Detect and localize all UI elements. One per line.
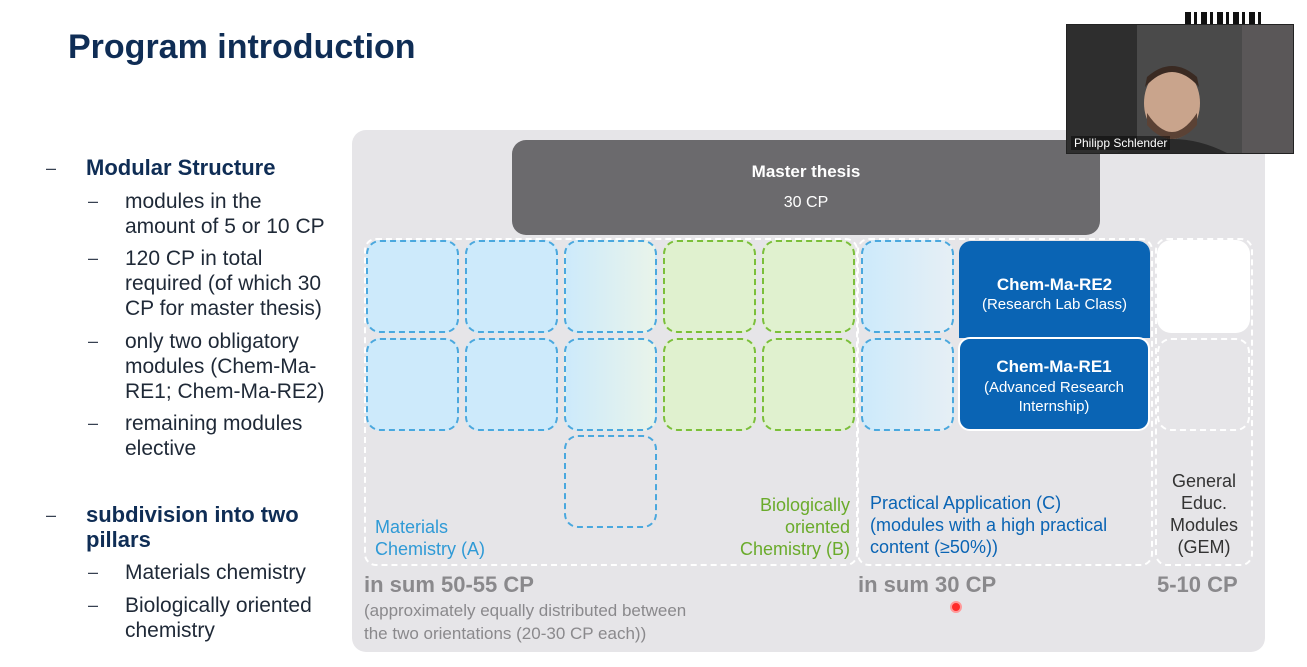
module-tile-empty (564, 435, 657, 528)
group-c-outline (857, 238, 1153, 566)
module-tile-materials (465, 338, 558, 431)
module-tile-materials (366, 240, 459, 333)
qr-code (1185, 12, 1265, 26)
materials-chemistry-label: Materials Chemistry (A) (375, 517, 486, 559)
module-tile-bio (762, 240, 855, 333)
sum-c-cp: in sum 30 CP (858, 572, 997, 597)
participant-video[interactable]: Philipp Schlender (1066, 24, 1294, 154)
bullet-dash: – (88, 191, 99, 211)
bullet-modular-structure: Modular Structure (86, 155, 276, 180)
module-tile-bio (663, 338, 756, 431)
slide-title: Program introduction (68, 28, 416, 66)
bullet-subdivision: subdivision into two pillars (86, 502, 299, 552)
master-thesis-block: Master thesis 30 CP (512, 140, 1100, 235)
bullet-elective-modules: remaining modules elective (125, 412, 303, 460)
gem-label: General Educ. Modules (GEM) (1169, 471, 1239, 557)
module-tile-mixed (564, 240, 657, 333)
pointer-cursor (950, 601, 962, 613)
participant-avatar (1067, 25, 1293, 153)
chem-ma-re1-module: Chem-Ma-RE1 (Advanced Research Internshi… (958, 337, 1150, 431)
bullet-dash: – (46, 505, 57, 525)
module-tile-bio (762, 338, 855, 431)
bullet-dash: – (88, 595, 99, 615)
bullet-dash: – (88, 331, 99, 351)
module-tile-mixed (564, 338, 657, 431)
module-tile-materials (366, 338, 459, 431)
module-tile-gem-empty (1157, 338, 1250, 431)
practical-application-label: Practical Application (C) (modules with … (870, 493, 1108, 557)
group-gem-outline (1155, 238, 1253, 566)
module-tile-practical (861, 240, 954, 333)
distribution-note: (approximately equally distributed betwe… (364, 601, 687, 643)
module-tile-gem (1157, 240, 1250, 333)
bullet-obligatory-modules: only two obligatory modules (Chem-Ma- RE… (125, 330, 325, 403)
module-tile-materials (465, 240, 558, 333)
master-thesis-cp: 30 CP (783, 194, 829, 211)
chem-ma-re2-module: Chem-Ma-RE2 (Research Lab Class) (959, 241, 1150, 338)
bullet-dash: – (88, 248, 99, 268)
bullet-dash: – (46, 158, 57, 178)
module-tile-bio (663, 240, 756, 333)
sum-ab-cp: in sum 50-55 CP (364, 572, 534, 597)
bullet-total-cp: 120 CP in total required (of which 30 CP… (125, 247, 322, 320)
bullet-bio-chemistry: Biologically oriented chemistry (125, 594, 312, 642)
bullet-modules-amount: modules in the amount of 5 or 10 CP (125, 190, 325, 238)
module-tile-practical (861, 338, 954, 431)
bio-chemistry-label: Biologically oriented Chemistry (B) (739, 495, 850, 559)
bullet-materials-chemistry: Materials chemistry (125, 561, 306, 584)
sum-gem-cp: 5-10 CP (1157, 572, 1238, 597)
master-thesis-title: Master thesis (751, 162, 861, 181)
bullet-dash: – (88, 413, 99, 433)
participant-name: Philipp Schlender (1071, 136, 1171, 150)
bullet-dash: – (88, 562, 99, 582)
